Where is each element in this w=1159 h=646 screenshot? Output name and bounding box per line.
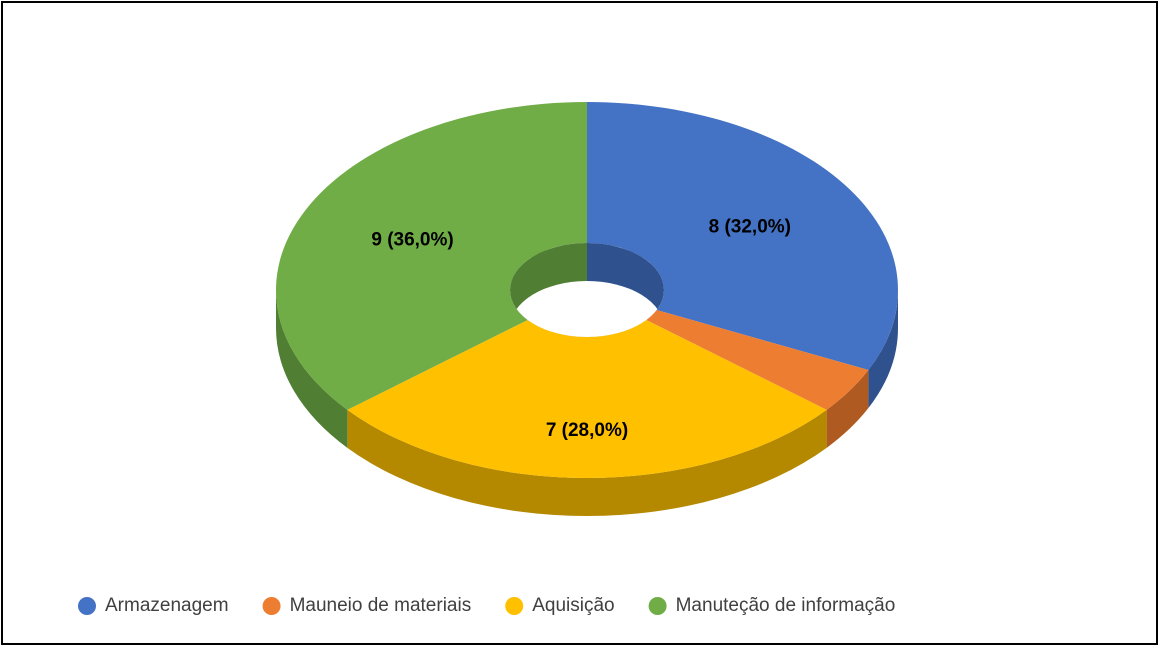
slice-side [826, 370, 869, 448]
legend-label: Mauneio de materiais [290, 595, 472, 616]
hole-opening [510, 281, 664, 337]
legend-marker [78, 597, 96, 615]
slice [587, 102, 898, 371]
slice [276, 102, 587, 410]
data-label: 9 (36,0%) [371, 229, 453, 250]
slice [347, 319, 827, 479]
legend-marker [262, 597, 281, 615]
slice-side [276, 290, 348, 448]
legend-marker [505, 597, 524, 615]
legend-marker [648, 597, 667, 615]
legend-label: Aquisição [532, 595, 614, 616]
data-label: 8 (32,0%) [709, 217, 791, 238]
data-label: 7 (28,0%) [546, 420, 628, 441]
legend-label: Manuteção de informação [676, 595, 896, 616]
slice-side [347, 409, 827, 516]
slice [646, 310, 869, 410]
slice-side [868, 290, 899, 409]
legend-label: Armazenagem [105, 595, 229, 616]
